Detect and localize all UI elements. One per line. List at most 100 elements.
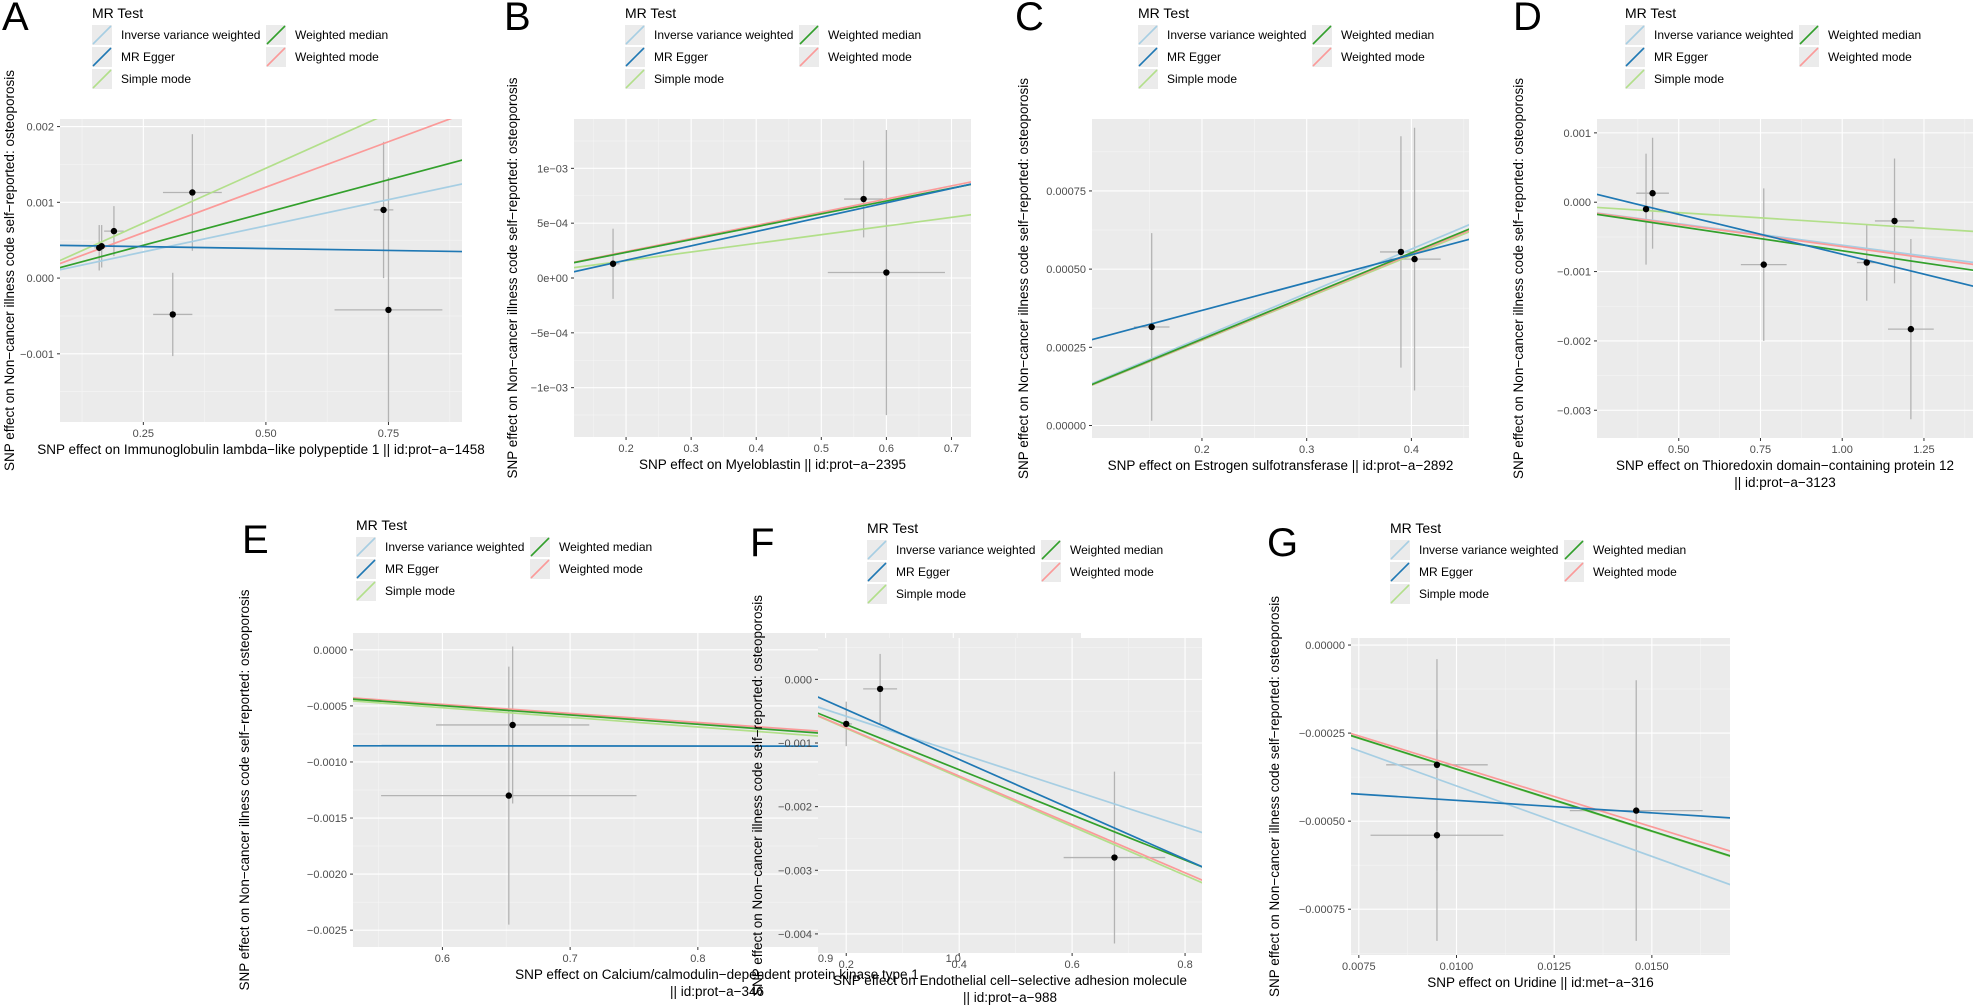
- data-point: [876, 685, 884, 693]
- y-tick-label: −0.001: [20, 349, 54, 361]
- regression-line-weighted-median: [1597, 213, 1973, 272]
- x-tick-label: 0.5: [814, 443, 829, 455]
- y-tick-label: 1e−03: [537, 163, 568, 175]
- x-axis-label: SNP effect on Immunoglobulin lambda−like…: [37, 442, 484, 457]
- legend-key-simple-mode: [625, 69, 645, 89]
- regression-line-mr-egger: [574, 183, 971, 273]
- regression-line-mr-egger: [353, 744, 1081, 748]
- x-tick-label: 0.3: [1299, 444, 1314, 456]
- data-points: [843, 685, 1118, 861]
- y-tick-label: 0.00075: [1046, 186, 1086, 198]
- legend-title: MR Test: [1625, 5, 1676, 21]
- tick-labels: 0.2 0.3 0.4 0.5 0.6 0.7 −1e−03 −5e−04 0e+00 5e−04…: [531, 163, 959, 455]
- legend-key-weighted-median: [1799, 25, 1819, 45]
- legend-label: Weighted median: [1070, 543, 1163, 557]
- gridlines: [60, 119, 462, 422]
- y-tick-label: −0.00075: [1299, 904, 1345, 916]
- legend: MR Test Inverse variance weighted MR Egger…: [1390, 520, 1686, 604]
- x-tick-label: 1.25: [1913, 444, 1934, 456]
- data-points: [96, 189, 392, 318]
- legend-label: Weighted mode: [1070, 565, 1154, 579]
- data-point: [1891, 217, 1898, 225]
- legend-label: Simple mode: [654, 72, 724, 86]
- regression-line-weighted-median: [1351, 734, 1730, 857]
- regression-line-weighted-mode: [60, 119, 453, 265]
- data-point: [1411, 255, 1418, 263]
- x-tick-label: 0.75: [378, 428, 399, 440]
- panel-letter: B: [504, 0, 531, 39]
- x-tick-label: 0.0150: [1635, 961, 1669, 973]
- regression-line-mr-egger: [1092, 238, 1469, 341]
- data-point: [385, 306, 392, 314]
- data-point: [860, 195, 867, 203]
- x-tick-label: 0.0125: [1537, 961, 1571, 973]
- y-tick-label: 0.0000: [313, 645, 347, 657]
- legend-label: Weighted mode: [559, 562, 643, 576]
- y-tick-label: −0.0005: [307, 701, 347, 713]
- legend-key-mr-egger: [625, 47, 645, 67]
- regression-line-inverse-variance-weighted: [353, 697, 1081, 752]
- gridlines: [1092, 119, 1469, 438]
- regression-line-inverse-variance-weighted: [60, 183, 462, 271]
- legend: MR Test Inverse variance weighted MR Egger…: [625, 5, 921, 89]
- x-tick-label: 0.7: [944, 443, 959, 455]
- regression-line-weighted-mode: [574, 181, 971, 264]
- legend-key-weighted-mode: [1041, 562, 1061, 582]
- legend-key-weighted-mode: [266, 47, 286, 67]
- legend-key-inverse-variance-weighted: [625, 25, 645, 45]
- y-axis-label: SNP effect on Non−cancer illness code se…: [1511, 78, 1526, 479]
- legend-label: Inverse variance weighted: [654, 28, 793, 42]
- x-axis-label: SNP effect on Uridine || id:met−a−316: [1427, 975, 1653, 990]
- legend-key-mr-egger: [1625, 47, 1645, 67]
- legend-label: MR Egger: [385, 562, 439, 576]
- y-axis-label: SNP effect on Non−cancer illness code se…: [1267, 596, 1282, 997]
- y-tick-label: −0.004: [778, 929, 812, 941]
- data-point: [1863, 259, 1870, 266]
- y-axis-label: SNP effect on Non−cancer illness code se…: [237, 589, 252, 990]
- panel-letter: A: [2, 0, 29, 39]
- y-tick-label: 0.000: [1563, 197, 1591, 209]
- legend-key-weighted-mode: [1799, 47, 1819, 67]
- panel-g: G MR Test Inverse variance weighted MR Egge…: [1267, 520, 1730, 997]
- y-tick-label: 0.002: [26, 122, 54, 134]
- tick-labels: 0.25 0.50 0.75 −0.001 0.000 0.001 0.002: [20, 122, 399, 440]
- y-tick-label: −0.00025: [1299, 728, 1345, 740]
- panel-letter: F: [750, 521, 774, 565]
- y-tick-label: 0.00050: [1046, 264, 1086, 276]
- tick-labels: 0.6 0.7 0.8 0.9 1.0 −0.0025 −0.0020 −0.0015 −0.0…: [307, 645, 961, 965]
- legend-label: Inverse variance weighted: [896, 543, 1035, 557]
- y-axis-label: SNP effect on Non−cancer illness code se…: [1016, 78, 1031, 479]
- regression-line-weighted-median: [818, 712, 1202, 868]
- panel-letter: C: [1015, 0, 1044, 39]
- data-point: [380, 206, 387, 214]
- legend-title: MR Test: [1390, 520, 1441, 536]
- legend-label: Simple mode: [1167, 72, 1237, 86]
- y-tick-label: −0.0015: [307, 813, 347, 825]
- regression-line-mr-egger: [818, 696, 1202, 868]
- legend-label: Simple mode: [121, 72, 191, 86]
- y-tick-label: 0.001: [1563, 128, 1591, 140]
- x-axis-label: SNP effect on Calcium/calmodulin−depende…: [515, 967, 919, 982]
- panel-d: D MR Test Inverse variance weighted MR Egge…: [1511, 0, 1973, 490]
- plot-background: [60, 119, 462, 422]
- x-axis-label: SNP effect on Thioredoxin domain−contain…: [1616, 458, 1954, 473]
- x-tick-label: 0.2: [839, 959, 854, 971]
- data-point: [1760, 261, 1767, 268]
- data-point: [98, 243, 105, 250]
- data-point: [1397, 248, 1405, 256]
- regression-line-inverse-variance-weighted: [818, 706, 1202, 834]
- legend-key-simple-mode: [356, 581, 376, 601]
- y-tick-label: −0.001: [1557, 267, 1591, 279]
- panel-b: B MR Test Inverse variance weighted MR Egge…: [504, 0, 971, 479]
- regression-line-weighted-mode: [1597, 212, 1973, 266]
- x-axis-label: SNP effect on Endothelial cell−selective…: [833, 973, 1187, 988]
- regression-lines: [818, 696, 1202, 884]
- data-points: [1148, 248, 1418, 331]
- data-points: [1642, 190, 1915, 333]
- legend-key-mr-egger: [867, 562, 887, 582]
- legend-label: MR Egger: [1419, 565, 1473, 579]
- legend-label: Weighted mode: [1593, 565, 1677, 579]
- legend-key-simple-mode: [1390, 584, 1410, 604]
- legend-title: MR Test: [356, 517, 407, 533]
- x-tick-label: 1.0: [946, 953, 961, 965]
